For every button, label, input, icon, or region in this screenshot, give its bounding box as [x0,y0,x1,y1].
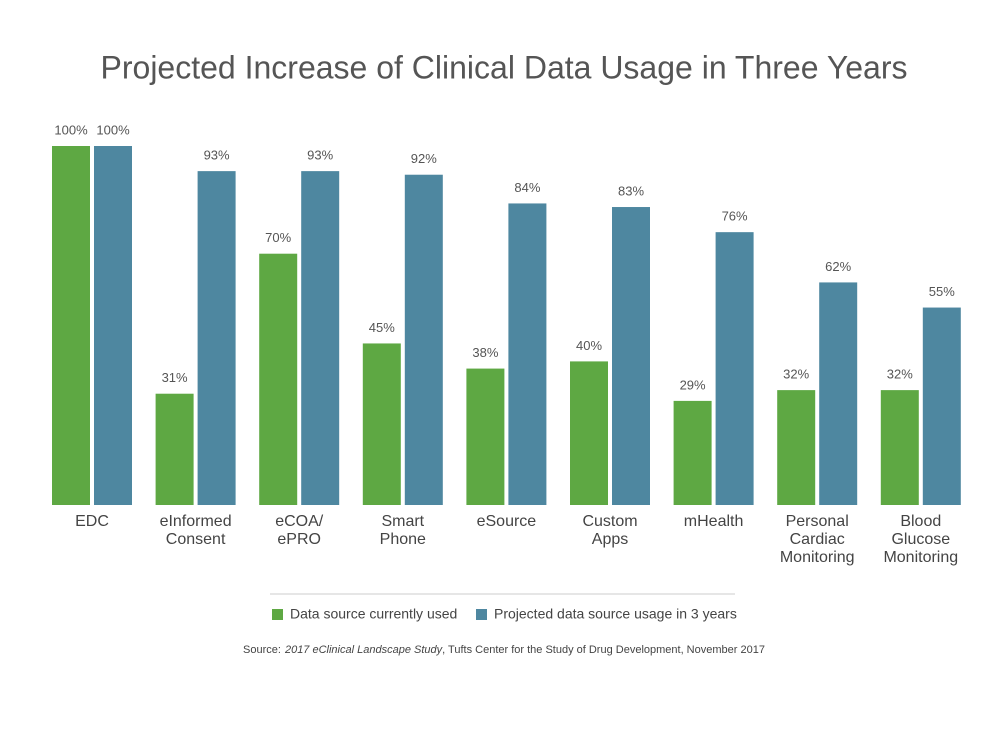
x-tick-label: Blood [900,513,941,530]
bar [155,393,194,505]
bar [880,390,919,505]
bar [404,174,443,505]
bar [819,282,858,505]
x-tick-label: eSource [477,513,537,530]
x-tick-label: eInformed [160,513,232,530]
legend-label: Projected data source usage in 3 years [494,606,737,622]
value-label: 83% [618,183,644,198]
bar [570,361,608,505]
bar [52,146,90,505]
bar [197,171,236,505]
legend-label: Data source currently used [290,606,457,622]
value-label: 55% [929,284,955,299]
x-tick-label: EDC [75,513,109,530]
value-label: 62% [825,259,851,274]
value-label: 40% [576,338,602,353]
value-label: 76% [722,209,748,224]
bar [259,253,298,505]
x-tick-label: Personal [786,513,849,530]
x-tick-label: ePRO [277,531,321,548]
value-label: 31% [162,370,188,385]
bar [362,343,401,505]
bar [673,400,712,505]
legend-swatch [476,609,487,620]
value-label: 84% [514,180,540,195]
value-label: 32% [783,367,809,382]
x-tick-label: Apps [592,531,628,548]
x-tick-label: Monitoring [780,549,855,566]
x-tick-label: Custom [582,513,637,530]
x-tick-label: Cardiac [790,531,845,548]
bar [777,390,816,505]
legend-swatch [272,609,283,620]
x-tick-label: mHealth [684,513,744,530]
value-label: 100% [54,122,88,137]
value-label: 29% [680,377,706,392]
value-label: 38% [472,345,498,360]
x-tick-label: Smart [381,513,424,530]
value-label: 100% [96,122,130,137]
bar [612,207,650,505]
bar [508,203,547,505]
x-tick-label: Monitoring [883,549,958,566]
value-label: 70% [265,230,291,245]
source-title: 2017 eClinical Landscape Study [284,644,444,656]
bar [466,368,505,505]
x-tick-label: Phone [380,531,426,548]
x-tick-label: Consent [166,531,226,548]
source-label: Source: [243,644,281,656]
x-tick-label: eCOA/ [275,513,324,530]
bar [301,171,340,505]
bar [922,307,961,505]
value-label: 92% [411,151,437,166]
x-tick-label: Glucose [891,531,950,548]
value-label: 93% [204,148,230,163]
bar [715,232,754,505]
bar [94,146,132,505]
value-label: 32% [887,367,913,382]
value-label: 45% [369,320,395,335]
source: Source: 2017 eClinical Landscape Study, T… [243,644,765,656]
source-rest: , Tufts Center for the Study of Drug Dev… [442,644,765,656]
chart-title: Projected Increase of Clinical Data Usag… [101,49,908,85]
value-label: 93% [307,148,333,163]
